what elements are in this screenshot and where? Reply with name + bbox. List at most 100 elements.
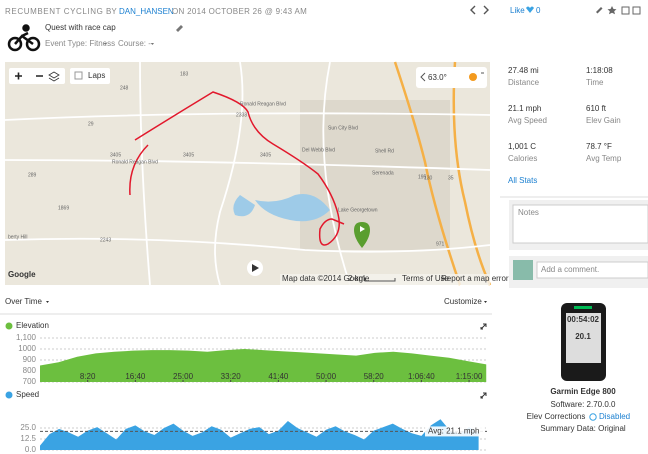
toolbar-icons[interactable] bbox=[596, 6, 641, 15]
map-label: 1869 bbox=[58, 205, 69, 211]
elev-corrections-value[interactable]: Disabled bbox=[599, 412, 630, 421]
device-name: Garmin Edge 800 bbox=[550, 387, 616, 396]
elev-corrections: Elev Corrections bbox=[527, 412, 586, 421]
chart-title: Elevation bbox=[16, 321, 49, 330]
stat-label: Avg Speed bbox=[508, 116, 547, 125]
x-tick-label: 16:40 bbox=[125, 372, 146, 381]
y-tick-label: 25.0 bbox=[20, 423, 36, 432]
map-label: 3405 bbox=[260, 152, 271, 158]
stat-value: 27.48 mi bbox=[508, 66, 539, 75]
notes-input[interactable] bbox=[512, 204, 648, 244]
help-icon[interactable] bbox=[589, 413, 597, 421]
nav-arrows[interactable] bbox=[470, 5, 489, 15]
x-tick-label: 33:20 bbox=[221, 372, 242, 381]
like-button[interactable]: Like bbox=[510, 6, 525, 15]
map-label: Del Webb Blvd bbox=[302, 147, 335, 153]
customize-menu[interactable]: Customize bbox=[444, 297, 482, 306]
area bbox=[40, 419, 479, 450]
chart-title: Speed bbox=[16, 390, 39, 399]
stat-label: Avg Temp bbox=[586, 154, 622, 163]
stat-value: 1:18:08 bbox=[586, 66, 613, 75]
all-stats-link[interactable]: All Stats bbox=[508, 176, 537, 185]
y-tick-label: 1000 bbox=[18, 344, 36, 353]
stat-value: 610 ft bbox=[586, 104, 607, 113]
average-label-bg bbox=[425, 426, 485, 437]
like-count: 0 bbox=[536, 6, 541, 15]
notes-placeholder: Notes bbox=[518, 208, 539, 217]
stat-label: Calories bbox=[508, 154, 537, 163]
average-label: Avg: 21.1 mph bbox=[428, 427, 479, 436]
by: BY bbox=[106, 7, 117, 16]
expand-icon[interactable] bbox=[480, 323, 487, 330]
x-tick-label: 1:15:00 bbox=[456, 372, 483, 381]
y-tick-label: 800 bbox=[23, 366, 37, 375]
stat-label: Time bbox=[586, 78, 604, 87]
x-tick-label: 8:20 bbox=[80, 372, 96, 381]
x-tick-label: 25:00 bbox=[173, 372, 194, 381]
comment-input[interactable] bbox=[536, 261, 648, 279]
stat-value: 21.1 mph bbox=[508, 104, 541, 113]
y-tick-label: 12.5 bbox=[20, 434, 36, 443]
map-label: 35 bbox=[448, 175, 454, 181]
dropdown-arrow bbox=[151, 43, 154, 45]
map-label: 289 bbox=[28, 172, 37, 178]
map-label: Ronald Reagan Blvd bbox=[112, 159, 158, 165]
y-tick-label: 700 bbox=[23, 377, 37, 386]
google-logo: Google bbox=[8, 270, 36, 279]
area bbox=[40, 349, 487, 382]
series-dot bbox=[5, 391, 13, 399]
map-label: 29 bbox=[88, 121, 94, 127]
map-label: Ronald Reagan Blvd bbox=[240, 101, 286, 107]
map-label: 971 bbox=[436, 241, 445, 247]
map-label: berty Hill bbox=[8, 234, 27, 240]
over-time-menu[interactable]: Over Time bbox=[5, 297, 42, 306]
event-type[interactable]: Event Type: Fitness bbox=[45, 39, 115, 48]
x-tick-label: 50:00 bbox=[316, 372, 337, 381]
map-label: 3405 bbox=[110, 152, 121, 158]
stat-label: Elev Gain bbox=[586, 116, 621, 125]
y-tick-label: 900 bbox=[23, 355, 37, 364]
date: ON 2014 OCTOBER 26 @ 9:43 AM bbox=[172, 7, 307, 16]
device-image bbox=[561, 303, 606, 381]
map-label: 2243 bbox=[100, 237, 111, 243]
device-software: Software: 2.70.0.0 bbox=[551, 400, 616, 409]
dropdown-arrow bbox=[484, 301, 487, 303]
map-attribution: Map data ©2014 Google bbox=[282, 274, 370, 283]
comment-placeholder: Add a comment. bbox=[541, 265, 599, 274]
map-label: Shell Rd bbox=[375, 148, 394, 154]
expand-icon[interactable] bbox=[480, 392, 487, 399]
bike-icon bbox=[7, 24, 41, 52]
summary-data: Summary Data: Original bbox=[540, 424, 626, 433]
device-screen-time: 00:54:02 bbox=[567, 315, 600, 324]
y-tick-label: 1,100 bbox=[16, 333, 37, 342]
map-label: Lake Georgetown bbox=[338, 207, 378, 213]
laps-toggle[interactable]: Laps bbox=[88, 71, 105, 80]
map-label: 248 bbox=[120, 85, 129, 91]
like-icon bbox=[526, 6, 534, 13]
map-report[interactable]: Report a map error bbox=[441, 274, 509, 283]
x-tick-label: 41:40 bbox=[268, 372, 289, 381]
stat-value: 1,001 C bbox=[508, 142, 536, 151]
stat-label: Distance bbox=[508, 78, 540, 87]
activity-title: Quest with race cap bbox=[45, 23, 116, 32]
course[interactable]: Course: -- bbox=[118, 39, 154, 48]
avatar bbox=[513, 260, 533, 280]
map-label: 195 bbox=[418, 174, 427, 180]
stat-value: 78.7 °F bbox=[586, 142, 612, 151]
dropdown-arrow bbox=[104, 43, 107, 45]
temperature: 63.0° bbox=[428, 73, 447, 82]
y-tick-label: 0.0 bbox=[25, 445, 37, 454]
map-terms[interactable]: Terms of Use bbox=[402, 274, 450, 283]
x-tick-label: 58:20 bbox=[364, 372, 385, 381]
map-label: 183 bbox=[180, 71, 189, 77]
map-label: 130 bbox=[424, 175, 433, 181]
breadcrumb: RECUMBENT CYCLING bbox=[5, 7, 104, 16]
x-tick-label: 1:06:40 bbox=[408, 372, 435, 381]
edit-icon[interactable] bbox=[176, 25, 183, 32]
map-label: Serenada bbox=[372, 170, 394, 176]
user-link[interactable]: DAN_HANSEN bbox=[119, 7, 174, 16]
map[interactable] bbox=[4, 61, 492, 286]
map-label: 3405 bbox=[183, 152, 194, 158]
series-dot bbox=[5, 322, 13, 330]
